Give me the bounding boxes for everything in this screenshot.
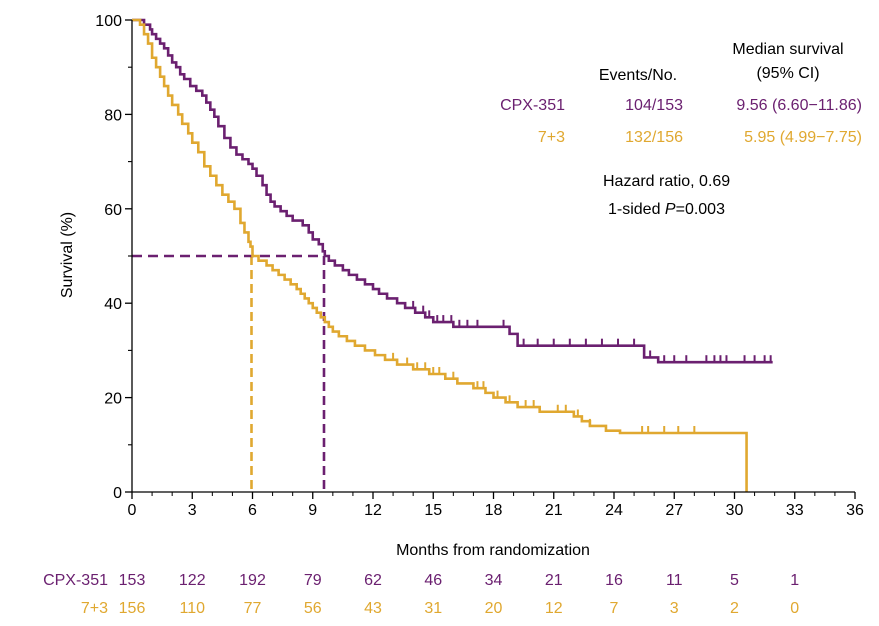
risk-count-cpx351: 46 bbox=[424, 572, 442, 589]
risk-count-cpx351: 192 bbox=[239, 572, 266, 589]
risk-count-cpx351: 122 bbox=[179, 572, 206, 589]
legend-header-ci: (95% CI) bbox=[756, 65, 819, 82]
risk-count-7plus3: 3 bbox=[670, 600, 679, 617]
x-tick-label: 24 bbox=[605, 502, 623, 519]
x-tick-label: 12 bbox=[364, 502, 382, 519]
x-tick-label: 30 bbox=[726, 502, 744, 519]
legend: Events/No. Median survival (95% CI) CPX-… bbox=[500, 41, 862, 218]
y-tick-label: 40 bbox=[104, 296, 122, 313]
x-tick-label: 18 bbox=[485, 502, 503, 519]
risk-count-cpx351: 79 bbox=[304, 572, 322, 589]
y-tick-label: 80 bbox=[104, 107, 122, 124]
number-at-risk-table: CPX-351 153 122 192 79 62 46 34 21 16 11 5 17+3 156 11… bbox=[43, 572, 799, 617]
risk-count-7plus3: 12 bbox=[545, 600, 563, 617]
risk-count-7plus3: 20 bbox=[485, 600, 503, 617]
y-tick-label: 20 bbox=[104, 391, 122, 408]
p-value-symbol: P bbox=[665, 201, 676, 218]
y-axis-label: Survival (%) bbox=[59, 212, 76, 298]
risk-count-cpx351: 34 bbox=[485, 572, 503, 589]
x-tick-label: 3 bbox=[188, 502, 197, 519]
survival-curves bbox=[132, 18, 773, 492]
x-axis-label: Months from randomization bbox=[396, 542, 590, 559]
risk-count-cpx351: 1 bbox=[790, 572, 799, 589]
risk-count-cpx351: 11 bbox=[666, 572, 683, 589]
risk-count-7plus3: 56 bbox=[304, 600, 322, 617]
risk-count-7plus3: 31 bbox=[424, 600, 442, 617]
y-tick-label: 0 bbox=[113, 485, 122, 502]
p-value: 1-sided P=0.003 bbox=[608, 201, 725, 218]
legend-series-name-cpx351: CPX-351 bbox=[500, 97, 565, 114]
x-tick-label: 27 bbox=[665, 502, 683, 519]
y-tick-label: 60 bbox=[104, 202, 122, 219]
p-value-number: =0.003 bbox=[676, 201, 725, 218]
legend-events-7plus3: 132/156 bbox=[625, 129, 683, 146]
legend-median-7plus3: 5.95 (4.99−7.75) bbox=[744, 129, 862, 146]
survival-curve-cpx351 bbox=[132, 18, 773, 364]
legend-median-cpx351: 9.56 (6.60−11.86) bbox=[736, 97, 862, 114]
risk-count-cpx351: 5 bbox=[730, 572, 739, 589]
risk-count-cpx351: 21 bbox=[545, 572, 563, 589]
legend-series-name-7plus3: 7+3 bbox=[538, 129, 565, 146]
risk-row-label-cpx351: CPX-351 bbox=[43, 572, 108, 589]
x-tick-label: 6 bbox=[248, 502, 257, 519]
x-tick-label: 9 bbox=[308, 502, 317, 519]
survival-curve-7plus3 bbox=[132, 18, 748, 492]
risk-count-cpx351: 153 bbox=[119, 572, 146, 589]
x-tick-label: 0 bbox=[128, 502, 137, 519]
x-tick-label: 15 bbox=[424, 502, 442, 519]
risk-count-cpx351: 16 bbox=[605, 572, 623, 589]
risk-count-7plus3: 7 bbox=[610, 600, 619, 617]
risk-count-7plus3: 77 bbox=[244, 600, 262, 617]
risk-count-7plus3: 43 bbox=[364, 600, 382, 617]
x-tick-label: 21 bbox=[545, 502, 563, 519]
legend-events-cpx351: 104/153 bbox=[625, 97, 683, 114]
p-value-prefix: 1-sided bbox=[608, 201, 665, 218]
x-tick-label: 36 bbox=[846, 502, 864, 519]
y-tick-label: 100 bbox=[95, 13, 122, 30]
risk-count-7plus3: 156 bbox=[119, 600, 146, 617]
legend-header-median: Median survival bbox=[732, 41, 843, 58]
risk-count-cpx351: 62 bbox=[364, 572, 382, 589]
risk-count-7plus3: 110 bbox=[179, 600, 205, 617]
risk-row-label-7plus3: 7+3 bbox=[81, 600, 108, 617]
legend-header-events: Events/No. bbox=[599, 67, 677, 84]
hazard-ratio: Hazard ratio, 0.69 bbox=[603, 173, 730, 190]
x-tick-label: 33 bbox=[786, 502, 804, 519]
risk-count-7plus3: 2 bbox=[730, 600, 739, 617]
risk-count-7plus3: 0 bbox=[790, 600, 799, 617]
